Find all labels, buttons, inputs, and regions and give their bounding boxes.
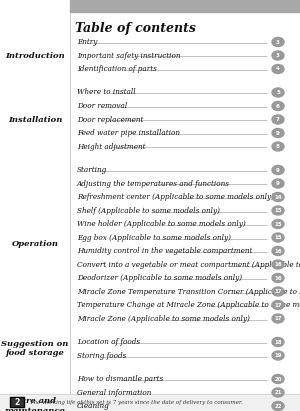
Text: Deodorizer (Applicable to some models only): Deodorizer (Applicable to some models on… [77,274,242,282]
Text: 7: 7 [276,117,280,122]
Bar [0,394,300,411]
Ellipse shape [272,102,284,111]
Text: Introduction: Introduction [5,51,65,60]
Text: Feed water pipe installation: Feed water pipe installation [77,129,180,137]
Text: Storing foods: Storing foods [77,351,126,360]
Ellipse shape [272,166,284,175]
Text: The working life of this set is 7 years since the date of delivery to consumer.: The working life of this set is 7 years … [30,399,243,404]
Text: 15: 15 [274,222,282,226]
Text: Miracle Zone (Applicable to some models only): Miracle Zone (Applicable to some models … [77,314,250,323]
Ellipse shape [272,287,284,296]
Ellipse shape [272,115,284,124]
Text: How to dismantle parts: How to dismantle parts [77,375,163,383]
Text: Convert into a vegetable or meat compartment (Applicable to some models only): Convert into a vegetable or meat compart… [77,261,300,268]
Text: 17: 17 [274,289,282,294]
Text: 16: 16 [274,249,282,254]
Ellipse shape [272,129,284,138]
Text: Where to install: Where to install [77,88,136,97]
Ellipse shape [272,219,284,229]
Text: Table of contents: Table of contents [75,22,196,35]
Text: 17: 17 [274,302,282,307]
Ellipse shape [272,374,284,383]
Ellipse shape [272,233,284,242]
Text: Starting: Starting [77,166,107,174]
Text: 2: 2 [14,397,20,406]
Text: Suggestion on
food storage: Suggestion on food storage [1,340,69,357]
Text: Entry: Entry [77,38,98,46]
Ellipse shape [272,142,284,151]
Ellipse shape [272,300,284,309]
Text: Operation: Operation [11,240,58,248]
Ellipse shape [272,179,284,188]
Ellipse shape [272,37,284,46]
Text: Egg box (Applicable to some models only): Egg box (Applicable to some models only) [77,233,231,242]
Text: 20: 20 [274,376,282,381]
Text: 15: 15 [274,235,282,240]
Text: Humidity control in the vegetable compartment: Humidity control in the vegetable compar… [77,247,252,255]
Text: 3: 3 [276,39,280,44]
Ellipse shape [272,388,284,397]
Ellipse shape [272,88,284,97]
Text: 14: 14 [274,194,282,199]
Text: 5: 5 [276,90,280,95]
Ellipse shape [272,273,284,282]
Text: 8: 8 [276,144,280,149]
Ellipse shape [272,351,284,360]
Ellipse shape [272,247,284,256]
Ellipse shape [272,260,284,269]
Text: 17: 17 [274,316,282,321]
Ellipse shape [272,65,284,74]
Text: Cleaning: Cleaning [77,402,110,410]
Text: 18: 18 [274,339,282,344]
Ellipse shape [272,192,284,201]
Text: 9: 9 [276,168,280,173]
Text: Identification of parts: Identification of parts [77,65,157,73]
Text: 9: 9 [276,131,280,136]
Text: Door removal: Door removal [77,102,127,110]
Ellipse shape [272,51,284,60]
Text: 19: 19 [274,353,282,358]
Ellipse shape [272,206,284,215]
Ellipse shape [272,337,284,346]
Text: General information: General information [77,388,152,397]
Ellipse shape [272,402,284,411]
Text: 16: 16 [274,275,282,280]
Text: 9: 9 [276,181,280,186]
Text: Temperature Change at Miracle Zone (Applicable to some models only): Temperature Change at Miracle Zone (Appl… [77,301,300,309]
Text: Height adjustment: Height adjustment [77,143,146,150]
Text: Wine holder (Applicable to some models only): Wine holder (Applicable to some models o… [77,220,246,228]
Text: Door replacement: Door replacement [77,115,143,123]
Text: 15: 15 [274,208,282,213]
Text: 22: 22 [274,404,282,409]
FancyBboxPatch shape [10,397,24,407]
Text: 6: 6 [276,104,280,109]
Text: Refreshment center (Applicable to some models only): Refreshment center (Applicable to some m… [77,193,274,201]
Text: Care and
maintenance: Care and maintenance [4,397,65,411]
Text: 3: 3 [276,53,280,58]
Text: 4: 4 [276,67,280,72]
Text: Adjusting the temperatures and functions: Adjusting the temperatures and functions [77,180,230,187]
Text: Location of foods: Location of foods [77,338,140,346]
Text: Miracle Zone Temperature Transition Corner (Applicable to some models only): Miracle Zone Temperature Transition Corn… [77,288,300,296]
Bar [70,0,300,12]
Text: 21: 21 [274,390,282,395]
Text: 16: 16 [274,262,282,267]
Text: Installation: Installation [8,115,62,123]
Text: Important safety instruction: Important safety instruction [77,51,181,60]
Ellipse shape [272,314,284,323]
Text: Shelf (Applicable to some models only): Shelf (Applicable to some models only) [77,206,220,215]
